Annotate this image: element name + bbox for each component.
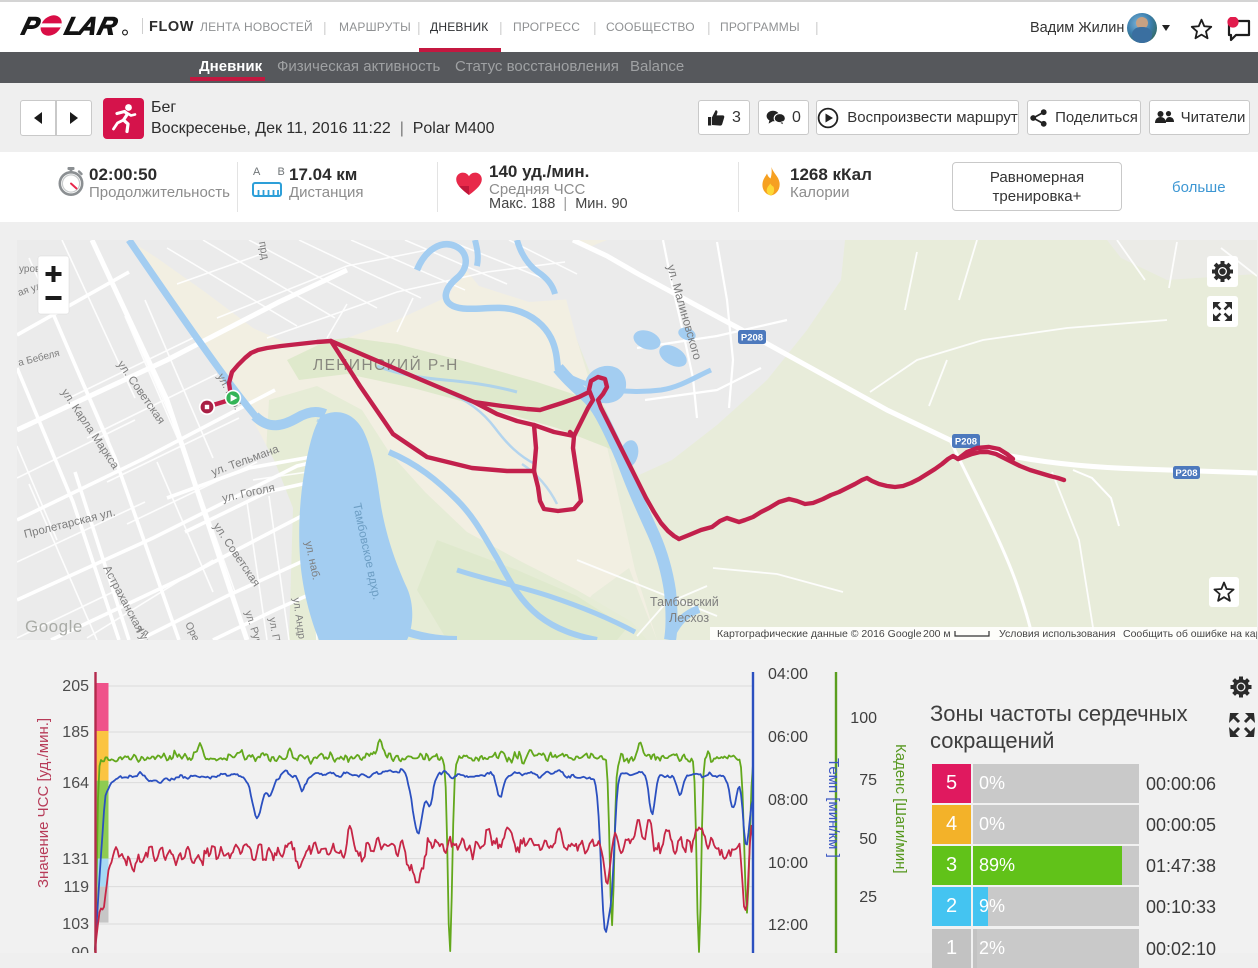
svg-text:прд: прд	[256, 240, 271, 261]
svg-text:Google: Google	[25, 617, 83, 636]
svg-text:Условия использования: Условия использования	[999, 628, 1116, 640]
svg-text:100: 100	[850, 710, 877, 727]
svg-text:103: 103	[62, 916, 89, 933]
svg-text:Р208: Р208	[741, 333, 763, 344]
svg-text:P: P	[19, 13, 43, 37]
svg-text:131: 131	[62, 851, 89, 868]
svg-text:90: 90	[71, 945, 89, 953]
svg-text:L: L	[62, 13, 85, 37]
svg-text:12:00: 12:00	[768, 917, 808, 934]
svg-text:119: 119	[63, 879, 89, 896]
svg-text:50: 50	[859, 831, 877, 848]
svg-text:урова: урова	[19, 264, 46, 275]
svg-text:205: 205	[62, 678, 89, 695]
svg-text:06:00: 06:00	[768, 729, 808, 746]
svg-text:185: 185	[62, 724, 89, 741]
svg-text:Тамбовский: Тамбовский	[650, 595, 719, 609]
svg-text:Темп [мин/км ]: Темп [мин/км ]	[825, 758, 842, 858]
svg-text:Р208: Р208	[955, 437, 977, 448]
svg-text:Значение ЧСС [уд./мин.]: Значение ЧСС [уд./мин.]	[35, 718, 52, 888]
svg-text:08:00: 08:00	[768, 792, 808, 809]
svg-text:200 м: 200 м	[923, 628, 951, 640]
svg-text:ул. Андр: ул. Андр	[290, 597, 308, 640]
svg-text:Сообщить об ошибке на карте: Сообщить об ошибке на карте	[1123, 628, 1257, 640]
svg-text:04:00: 04:00	[768, 666, 808, 683]
svg-text:Лесхоз: Лесхоз	[669, 611, 709, 625]
svg-text:Картографические данные © 2016: Картографические данные © 2016 Google	[717, 628, 922, 640]
svg-text:Каденс [Шаги/мин]: Каденс [Шаги/мин]	[892, 744, 909, 874]
svg-text:25: 25	[859, 889, 877, 906]
svg-text:75: 75	[859, 772, 877, 789]
svg-text:10:00: 10:00	[768, 855, 808, 872]
svg-text:164: 164	[62, 775, 89, 792]
svg-text:Р208: Р208	[1175, 468, 1197, 479]
